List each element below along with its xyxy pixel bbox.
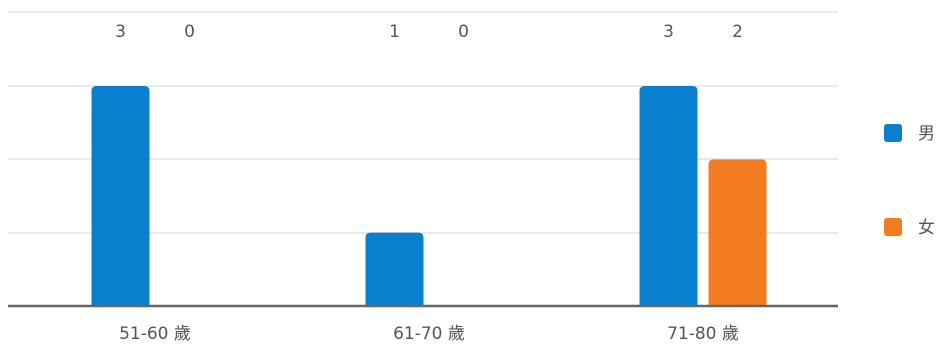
legend-label-1: 女 [918,218,935,238]
data-label-男-2: 3 [663,22,674,42]
x-tick-labels: 51-60 歲 61-70 歲 71-80 歲 [119,324,739,344]
legend-label-0: 男 [918,124,935,144]
data-label-男-0: 3 [115,22,126,42]
x-tick-label-1: 61-70 歲 [393,324,465,344]
bar-男-0 [91,86,150,306]
x-tick-label-0: 51-60 歲 [119,324,191,344]
data-label-男-1: 1 [389,22,400,42]
legend-swatch-0 [884,124,902,142]
bar-女-2 [708,159,767,306]
data-label-女-0: 0 [184,22,195,42]
data-label-女-1: 0 [458,22,469,42]
legend: 男女 [884,124,935,238]
x-tick-label-2: 71-80 歲 [667,324,739,344]
bar-男-2 [639,86,698,306]
bars [91,86,767,306]
data-labels: 3 0 1 0 3 2 [115,22,743,42]
data-label-女-2: 2 [732,22,743,42]
legend-swatch-1 [884,218,902,236]
bar-男-1 [365,232,424,306]
